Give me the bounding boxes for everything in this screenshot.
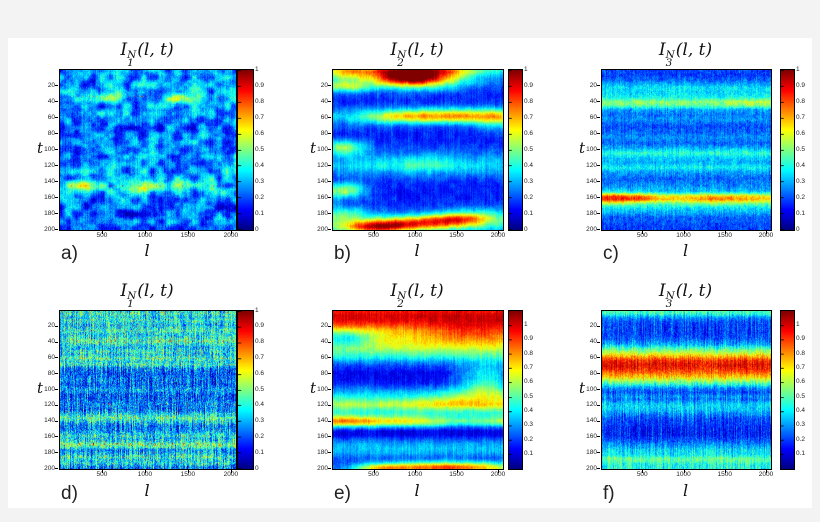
figure-background-card xyxy=(8,38,812,508)
